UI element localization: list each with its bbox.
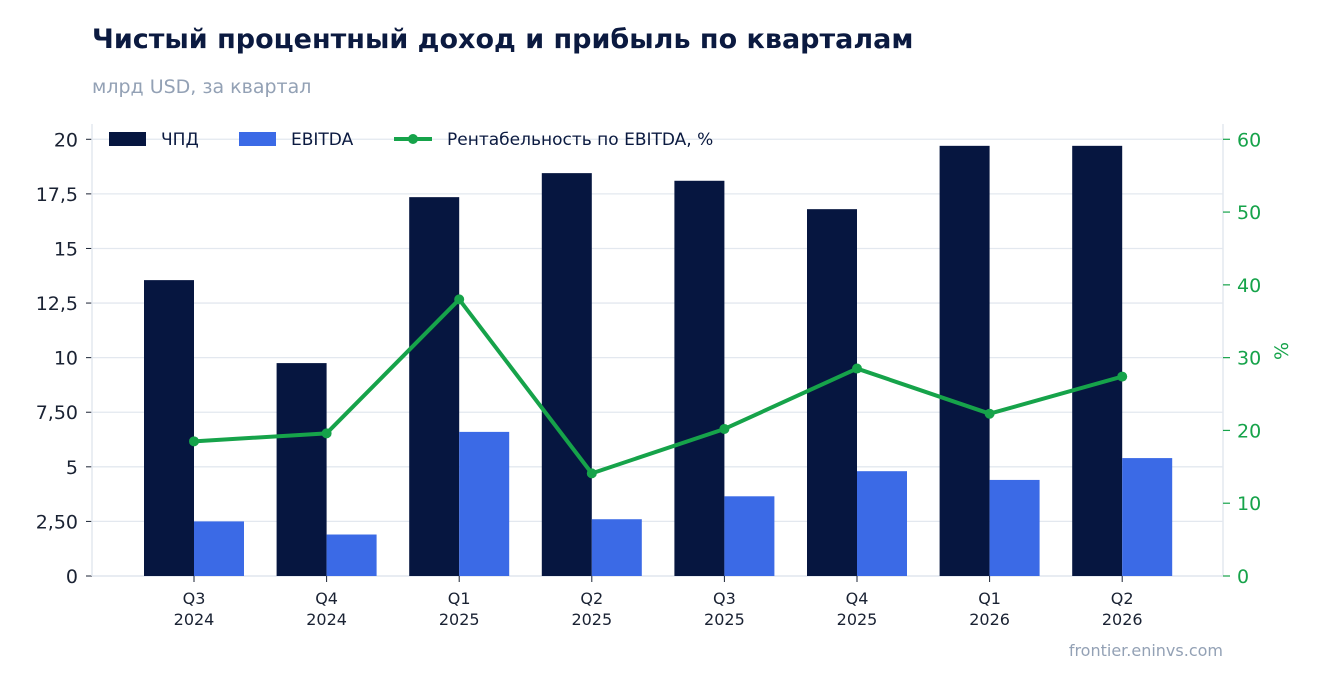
x-tick-label: 2025 bbox=[571, 610, 612, 629]
x-tick-label: 2025 bbox=[439, 610, 480, 629]
x-tick-label: 2024 bbox=[306, 610, 347, 629]
left-tick-label: 2,50 bbox=[36, 511, 78, 533]
left-tick-label: 5 bbox=[66, 457, 78, 479]
left-tick-label: 0 bbox=[66, 566, 78, 588]
right-tick-label: 60 bbox=[1237, 129, 1261, 151]
right-tick-label: 10 bbox=[1237, 493, 1261, 515]
right-tick-label: 30 bbox=[1237, 348, 1261, 370]
chart-subtitle: млрд USD, за квартал bbox=[92, 76, 312, 98]
bar-npd bbox=[276, 363, 327, 576]
x-tick-label: Q2 bbox=[1111, 589, 1134, 608]
legend-label-npd: ЧПД bbox=[161, 130, 199, 150]
bar-npd bbox=[674, 180, 725, 576]
x-tick-label: 2025 bbox=[704, 610, 745, 629]
right-axis-label: % bbox=[1271, 342, 1293, 360]
x-tick-label: 2026 bbox=[1102, 610, 1143, 629]
bar-ebitda bbox=[1122, 458, 1173, 576]
x-tick-label: 2026 bbox=[969, 610, 1010, 629]
legend-label-ebitda: EBITDA bbox=[291, 130, 354, 150]
x-tick-label: Q4 bbox=[315, 589, 338, 608]
margin-point bbox=[454, 294, 465, 305]
legend-swatch-npd bbox=[109, 132, 146, 146]
x-tick-label: Q2 bbox=[580, 589, 603, 608]
margin-point bbox=[1117, 371, 1128, 382]
bar-ebitda bbox=[724, 496, 775, 576]
x-tick-label: Q3 bbox=[183, 589, 206, 608]
bar-ebitda bbox=[989, 479, 1040, 576]
bar-ebitda bbox=[326, 534, 377, 576]
right-tick-label: 50 bbox=[1237, 202, 1261, 224]
bar-ebitda bbox=[459, 431, 510, 576]
x-tick-label: 2024 bbox=[174, 610, 215, 629]
legend-swatch-ebitda bbox=[239, 132, 276, 146]
left-tick-label: 12,5 bbox=[36, 293, 78, 315]
bar-npd bbox=[409, 197, 460, 576]
left-tick-label: 17,5 bbox=[36, 184, 78, 206]
margin-point bbox=[321, 428, 332, 439]
left-tick-label: 7,50 bbox=[36, 402, 78, 424]
left-tick-label: 15 bbox=[54, 238, 78, 260]
right-tick-label: 0 bbox=[1237, 566, 1249, 588]
bar-npd bbox=[541, 173, 592, 576]
margin-point bbox=[586, 468, 597, 479]
x-tick-label: Q1 bbox=[978, 589, 1001, 608]
x-tick-label: Q4 bbox=[846, 589, 869, 608]
margin-point bbox=[719, 423, 730, 434]
margin-point bbox=[852, 363, 862, 374]
bar-ebitda bbox=[591, 519, 642, 576]
bar-npd bbox=[1072, 145, 1123, 576]
legend-label-margin: Рентабельность по EBITDA, % bbox=[447, 130, 713, 150]
bar-npd bbox=[939, 145, 990, 576]
margin-point bbox=[984, 408, 995, 419]
margin-line bbox=[193, 297, 1123, 476]
chart-title: Чистый процентный доход и прибыль по ква… bbox=[92, 24, 914, 55]
bar-npd bbox=[144, 280, 194, 576]
x-tick-label: Q3 bbox=[713, 589, 736, 608]
bar-ebitda bbox=[857, 471, 907, 576]
right-tick-label: 20 bbox=[1237, 420, 1261, 442]
bar-ebitda bbox=[194, 521, 244, 576]
left-tick-label: 20 bbox=[54, 129, 78, 151]
left-tick-label: 10 bbox=[54, 348, 78, 370]
right-tick-label: 40 bbox=[1237, 275, 1261, 297]
legend-marker-margin bbox=[408, 134, 418, 144]
x-tick-label: 2025 bbox=[837, 610, 878, 629]
x-tick-label: Q1 bbox=[448, 589, 471, 608]
margin-point bbox=[189, 436, 199, 447]
bar-npd bbox=[807, 209, 857, 576]
source-link[interactable]: frontier.eninvs.com bbox=[1068, 641, 1223, 660]
